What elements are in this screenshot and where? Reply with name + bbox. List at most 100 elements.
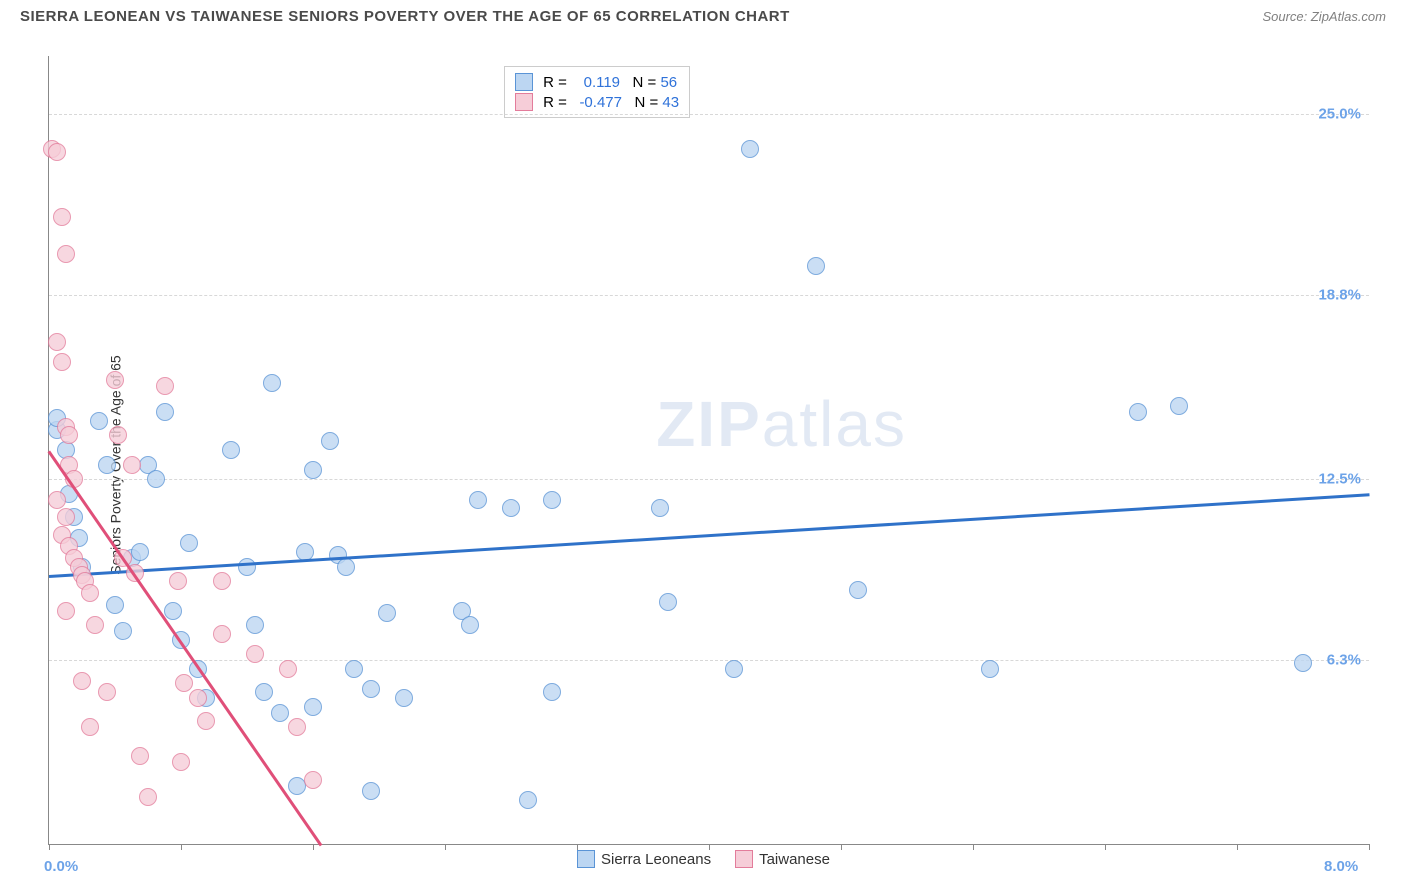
scatter-point [147, 470, 165, 488]
scatter-point [98, 456, 116, 474]
scatter-point [156, 377, 174, 395]
source-name: ZipAtlas.com [1311, 9, 1386, 24]
y-tick-label: 12.5% [1318, 471, 1361, 488]
scatter-point [53, 353, 71, 371]
scatter-point [981, 660, 999, 678]
y-gridline [49, 295, 1369, 296]
scatter-point [48, 333, 66, 351]
scatter-point [288, 777, 306, 795]
scatter-point [378, 604, 396, 622]
scatter-point [741, 140, 759, 158]
scatter-point [337, 558, 355, 576]
scatter-point [469, 491, 487, 509]
scatter-point [362, 782, 380, 800]
x-tick [49, 844, 50, 850]
scatter-point [106, 371, 124, 389]
scatter-point [1294, 654, 1312, 672]
scatter-point [345, 660, 363, 678]
scatter-point [131, 747, 149, 765]
correlation-text: R = -0.477 N = 43 [539, 94, 679, 111]
series-legend: Sierra Leoneans Taiwanese [577, 850, 830, 868]
correlation-row: R = 0.119 N = 56 [515, 73, 679, 91]
legend-swatch [735, 850, 753, 868]
chart-header: SIERRA LEONEAN VS TAIWANESE SENIORS POVE… [0, 0, 1406, 29]
correlation-row: R = -0.477 N = 43 [515, 93, 679, 111]
scatter-point [189, 689, 207, 707]
watermark-thin: atlas [762, 388, 907, 460]
scatter-point [175, 674, 193, 692]
source-attribution: Source: ZipAtlas.com [1262, 9, 1386, 24]
scatter-point [304, 461, 322, 479]
scatter-point [461, 616, 479, 634]
scatter-point [304, 771, 322, 789]
correlation-legend: R = 0.119 N = 56 R = -0.477 N = 43 [504, 66, 690, 118]
scatter-point [362, 680, 380, 698]
x-tick [445, 844, 446, 850]
scatter-point [98, 683, 116, 701]
scatter-point [213, 572, 231, 590]
y-tick-label: 6.3% [1327, 652, 1361, 669]
scatter-point [48, 491, 66, 509]
scatter-point [395, 689, 413, 707]
x-tick [841, 844, 842, 850]
scatter-point [114, 622, 132, 640]
scatter-point [279, 660, 297, 678]
legend-label: Taiwanese [759, 851, 830, 868]
x-axis-min-label: 0.0% [44, 858, 78, 875]
x-tick [1105, 844, 1106, 850]
source-prefix: Source: [1262, 9, 1310, 24]
scatter-point [169, 572, 187, 590]
legend-item: Sierra Leoneans [577, 850, 711, 868]
scatter-point [238, 558, 256, 576]
scatter-point [659, 593, 677, 611]
scatter-point [172, 753, 190, 771]
x-tick [709, 844, 710, 850]
scatter-point [263, 374, 281, 392]
x-tick [181, 844, 182, 850]
y-gridline [49, 114, 1369, 115]
scatter-point [543, 491, 561, 509]
trend-line [48, 451, 322, 846]
y-tick-label: 18.8% [1318, 287, 1361, 304]
y-gridline [49, 479, 1369, 480]
watermark-bold: ZIP [656, 388, 762, 460]
scatter-point [197, 712, 215, 730]
plot-area: ZIPatlas R = 0.119 N = 56 R = -0.477 N =… [48, 56, 1369, 845]
scatter-point [60, 426, 78, 444]
scatter-point [131, 543, 149, 561]
scatter-point [86, 616, 104, 634]
scatter-point [164, 602, 182, 620]
scatter-point [57, 508, 75, 526]
scatter-point [81, 718, 99, 736]
scatter-point [255, 683, 273, 701]
scatter-point [53, 208, 71, 226]
scatter-point [849, 581, 867, 599]
scatter-point [246, 616, 264, 634]
x-tick [1369, 844, 1370, 850]
x-tick [973, 844, 974, 850]
scatter-point [246, 645, 264, 663]
scatter-point [1129, 403, 1147, 421]
scatter-point [271, 704, 289, 722]
legend-swatch [515, 73, 533, 91]
x-axis-max-label: 8.0% [1324, 858, 1358, 875]
scatter-point [519, 791, 537, 809]
scatter-point [288, 718, 306, 736]
x-tick [313, 844, 314, 850]
scatter-point [139, 788, 157, 806]
y-gridline [49, 660, 1369, 661]
correlation-text: R = 0.119 N = 56 [539, 74, 677, 91]
x-tick [577, 844, 578, 850]
scatter-point [321, 432, 339, 450]
legend-swatch [577, 850, 595, 868]
scatter-point [502, 499, 520, 517]
y-tick-label: 25.0% [1318, 106, 1361, 123]
legend-label: Sierra Leoneans [601, 851, 711, 868]
scatter-point [213, 625, 231, 643]
scatter-point [48, 143, 66, 161]
scatter-point [57, 245, 75, 263]
scatter-point [180, 534, 198, 552]
legend-item: Taiwanese [735, 850, 830, 868]
scatter-point [304, 698, 322, 716]
legend-swatch [515, 93, 533, 111]
